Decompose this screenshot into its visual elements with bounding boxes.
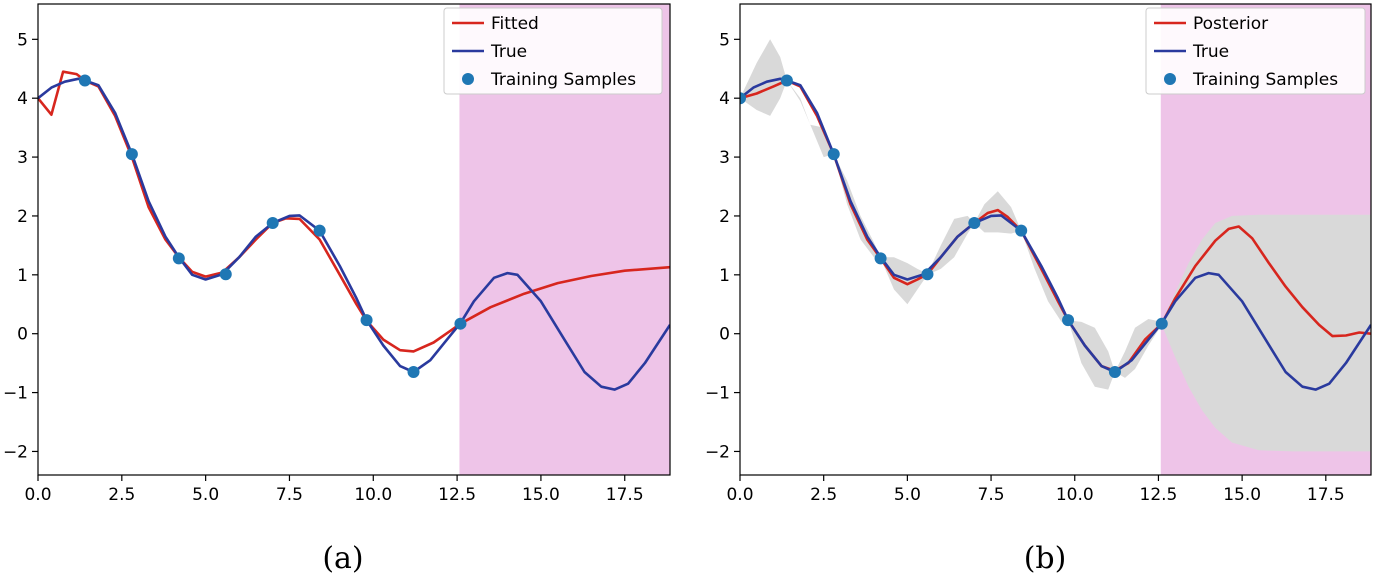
x-tick-label: 7.5 bbox=[276, 485, 303, 505]
series-line-true bbox=[38, 77, 670, 391]
legend-marker-samples bbox=[1164, 73, 1176, 85]
x-tick-label: 17.5 bbox=[1307, 485, 1345, 505]
x-tick-label: 0.0 bbox=[24, 485, 51, 505]
panel-caption: (b) bbox=[1024, 541, 1067, 576]
training-sample-point bbox=[125, 148, 138, 161]
x-tick-label: 5.0 bbox=[894, 485, 921, 505]
training-sample-point bbox=[1015, 224, 1028, 237]
training-sample-point bbox=[968, 217, 981, 230]
y-tick-label: 2 bbox=[17, 207, 28, 227]
axes-frame bbox=[739, 3, 1372, 476]
x-tick-label: 2.5 bbox=[810, 485, 837, 505]
y-tick-label: 3 bbox=[719, 148, 730, 168]
y-tick-label: 2 bbox=[719, 207, 730, 227]
legend: Posterior True Training Samples bbox=[1145, 7, 1366, 95]
y-tick-label: 0 bbox=[17, 325, 28, 345]
legend-entry-label: Posterior bbox=[1193, 14, 1268, 34]
x-tick-label: 7.5 bbox=[978, 485, 1005, 505]
y-tick-label: 3 bbox=[17, 148, 28, 168]
training-sample-point bbox=[78, 74, 91, 87]
training-sample-point bbox=[1062, 314, 1075, 327]
training-sample-point bbox=[1155, 317, 1168, 330]
panel-a: 0.0 2.5 5.0 7.5 10.0 12.5 15.0 17.5 −2 −1 0 1 2 3 4 5 Fi… bbox=[3, 3, 671, 576]
training-sample-point bbox=[219, 268, 232, 281]
panel-caption: (a) bbox=[322, 541, 363, 576]
x-tick-label: 10.0 bbox=[1056, 485, 1094, 505]
y-tick-label: −2 bbox=[3, 442, 28, 462]
training-sample-point bbox=[780, 74, 793, 87]
x-tick-label: 10.0 bbox=[354, 485, 392, 505]
training-sample-point bbox=[172, 252, 185, 265]
panel-b: 0.0 2.5 5.0 7.5 10.0 12.5 15.0 17.5 −2 −1 0 1 2 3 4 5 Po… bbox=[705, 3, 1372, 576]
y-tick-label: 5 bbox=[719, 30, 730, 50]
legend: Fitted True Training Samples bbox=[443, 7, 663, 95]
series-line-true bbox=[740, 77, 1371, 391]
uncertainty-band bbox=[740, 39, 1371, 452]
x-tick-label: 0.0 bbox=[726, 485, 753, 505]
training-sample-point bbox=[454, 317, 467, 330]
training-sample-point bbox=[921, 268, 934, 281]
x-tick-label: 17.5 bbox=[606, 485, 644, 505]
x-tick-label: 2.5 bbox=[108, 485, 135, 505]
y-tick-label: −1 bbox=[705, 384, 730, 404]
training-sample-point bbox=[266, 217, 279, 230]
training-sample-point bbox=[360, 314, 373, 327]
x-tick-label: 5.0 bbox=[192, 485, 219, 505]
y-tick-label: −1 bbox=[3, 384, 28, 404]
y-tick-label: 4 bbox=[719, 89, 730, 109]
y-tick-label: 5 bbox=[17, 30, 28, 50]
legend-entry-label: Training Samples bbox=[490, 70, 636, 90]
legend-entry-label: Fitted bbox=[491, 14, 539, 34]
training-sample-point bbox=[407, 365, 420, 378]
y-tick-label: 0 bbox=[719, 325, 730, 345]
legend-entry-label: True bbox=[490, 42, 527, 62]
x-tick-label: 15.0 bbox=[1223, 485, 1261, 505]
y-tick-label: 1 bbox=[719, 266, 730, 286]
training-sample-point bbox=[874, 252, 887, 265]
x-tick-label: 12.5 bbox=[1140, 485, 1178, 505]
legend-entry-label: Training Samples bbox=[1192, 70, 1338, 90]
training-sample-point bbox=[313, 224, 326, 237]
training-sample-point bbox=[1108, 365, 1121, 378]
x-tick-label: 12.5 bbox=[438, 485, 476, 505]
legend-box bbox=[1145, 7, 1366, 95]
y-tick-label: 4 bbox=[17, 89, 28, 109]
training-sample-point bbox=[827, 148, 840, 161]
training-sample-point bbox=[740, 92, 746, 105]
legend-marker-samples bbox=[462, 73, 474, 85]
y-tick-label: 1 bbox=[17, 266, 28, 286]
legend-entry-label: True bbox=[1192, 42, 1229, 62]
x-tick-label: 15.0 bbox=[522, 485, 560, 505]
y-tick-label: −2 bbox=[705, 442, 730, 462]
legend-box bbox=[443, 7, 663, 95]
axes-frame bbox=[37, 3, 671, 476]
